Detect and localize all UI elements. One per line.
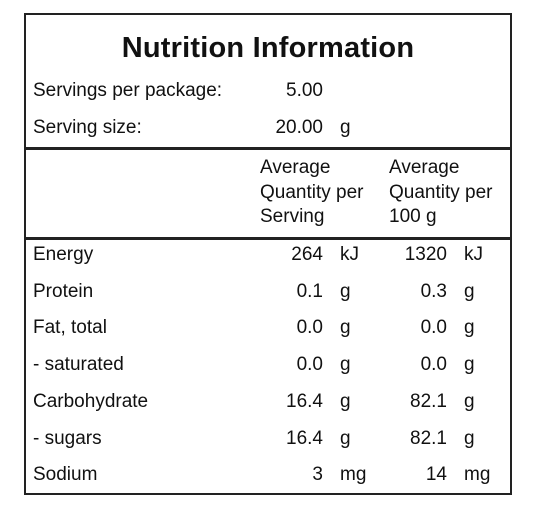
per-serving-unit: mg	[340, 464, 367, 485]
per-serving-value: 0.0	[296, 354, 323, 375]
nutrient-label: - sugars	[33, 428, 102, 449]
per-100g-value: 1320	[404, 244, 447, 265]
nutrient-label: Energy	[33, 244, 94, 265]
per-serving-unit: g	[340, 428, 351, 449]
panel-title: Nutrition Information	[121, 32, 415, 64]
per-100g-value: 82.1	[410, 391, 447, 412]
per-serving-unit: g	[340, 317, 351, 338]
per-100g-unit: kJ	[464, 244, 483, 265]
nutrient-label: Fat, total	[33, 317, 107, 338]
column-header-per-serving: Average Quantity per Serving	[260, 156, 364, 230]
per-100g-value: 0.0	[420, 354, 447, 375]
serving-size-label: Serving size:	[33, 117, 142, 138]
per-serving-value: 16.4	[286, 428, 323, 449]
servings-per-package-label: Servings per package:	[33, 80, 223, 101]
nutrient-label: Sodium	[33, 464, 98, 485]
body-divider	[26, 237, 510, 240]
column-header-per-100g-line: 100 g	[389, 206, 437, 227]
servings-per-package-value: 5.00	[286, 80, 323, 101]
per-serving-value: 3	[312, 464, 323, 485]
serving-size-value: 20.00	[275, 117, 323, 138]
per-serving-unit: g	[340, 354, 351, 375]
per-serving-unit: kJ	[340, 244, 359, 265]
per-100g-value: 0.0	[420, 317, 447, 338]
per-100g-unit: g	[464, 428, 475, 449]
header-divider	[26, 147, 510, 150]
per-serving-unit: g	[340, 391, 351, 412]
nutrient-label: Protein	[33, 281, 94, 302]
column-header-per-serving-line: Serving	[260, 206, 325, 227]
column-header-per-100g: Average Quantity per 100 g	[389, 156, 493, 230]
per-100g-unit: mg	[464, 464, 491, 485]
column-header-per-serving-line: Quantity per	[260, 181, 364, 203]
column-header-per-100g-line: Average	[389, 157, 460, 178]
per-serving-unit: g	[340, 281, 351, 302]
per-100g-unit: g	[464, 354, 475, 375]
serving-size-unit: g	[340, 117, 351, 138]
column-header-per-100g-line: Quantity per	[389, 181, 493, 203]
per-100g-unit: g	[464, 391, 475, 412]
per-serving-value: 0.1	[296, 281, 323, 302]
nutrient-label: - saturated	[33, 354, 124, 375]
per-100g-unit: g	[464, 281, 475, 302]
per-serving-value: 16.4	[286, 391, 323, 412]
column-header-per-serving-line: Average	[260, 157, 331, 178]
nutrient-label: Carbohydrate	[33, 391, 149, 412]
per-100g-unit: g	[464, 317, 475, 338]
per-100g-value: 14	[425, 464, 447, 485]
per-100g-value: 82.1	[410, 428, 447, 449]
per-serving-value: 0.0	[296, 317, 323, 338]
nutrition-panel: Nutrition Information Servings per packa…	[24, 13, 512, 495]
per-serving-value: 264	[291, 244, 323, 265]
per-100g-value: 0.3	[420, 281, 447, 302]
